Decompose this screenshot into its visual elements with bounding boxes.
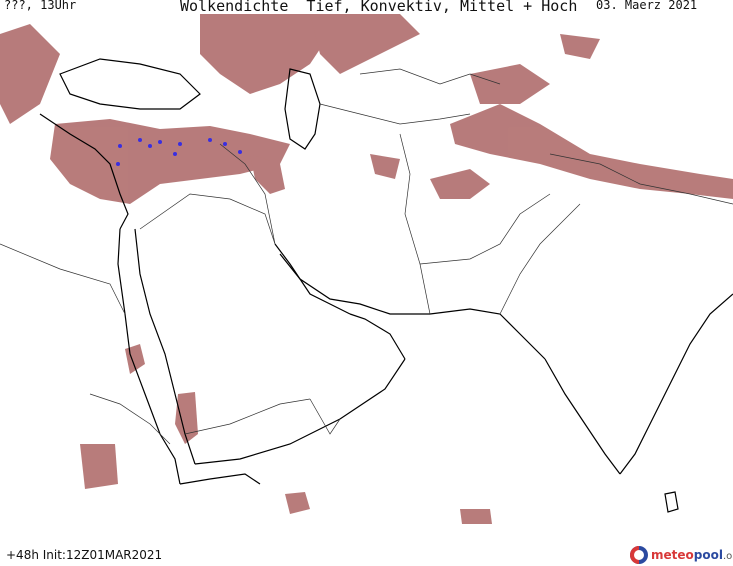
coast-black-sea — [59, 58, 201, 110]
coast-mediterranean-east — [39, 113, 129, 230]
top-left-label: ???, 13Uhr — [4, 0, 77, 12]
border-iran-iraq — [219, 143, 276, 245]
weather-map — [0, 14, 733, 526]
convective-cell — [148, 144, 152, 148]
convective-cell — [223, 142, 227, 146]
cloud-patch-somalia — [285, 492, 310, 514]
logo-text-pool: pool — [693, 548, 723, 562]
logo-text-meteo: meteo — [651, 548, 694, 562]
convective-cell — [178, 142, 182, 146]
coast-caspian — [284, 68, 321, 150]
border-yemen-saudi — [184, 398, 311, 435]
coast-gulf-oman — [349, 313, 406, 360]
cloud-patch-pamir — [470, 64, 550, 104]
border-saudi-iraq — [139, 193, 276, 245]
convective-cell — [158, 140, 162, 144]
border-china — [549, 153, 733, 205]
coast-red-sea-west — [117, 228, 181, 485]
cloud-patch-north — [200, 14, 330, 94]
meteopool-logo-icon — [630, 546, 648, 564]
cloud-layer — [0, 14, 733, 524]
convective-cell — [138, 138, 142, 142]
meteopool-logo[interactable]: meteopool.org — [630, 545, 733, 565]
logo-text-tld: .org — [722, 551, 733, 562]
coast-horn-africa — [179, 473, 261, 485]
border-afghan-pak — [419, 193, 551, 265]
coast-arabia-south — [194, 358, 406, 465]
cloud-patch-africa — [80, 444, 118, 489]
forecast-date: 03. Maerz 2021 — [596, 0, 698, 12]
cloud-patch-yemen — [175, 392, 198, 444]
map-background — [0, 14, 733, 526]
cloud-patch-caspian — [310, 14, 420, 74]
coast-iran-gulf — [279, 253, 430, 315]
border-central-asia — [359, 68, 501, 85]
convective-layer — [116, 138, 242, 166]
cloud-patch-ocean — [460, 509, 492, 524]
chart-title: Wolkendichte Tief, Konvektiv, Mittel + H… — [180, 0, 578, 15]
border-sudan-ethiopia — [89, 393, 171, 445]
cloud-patch-afghan — [430, 169, 490, 199]
run-info: +48h Init:12Z01MAR2021 — [6, 548, 163, 562]
border-egypt — [0, 243, 126, 315]
meteopool-logo-text: meteopool.org — [651, 548, 733, 562]
coast-india-west — [544, 358, 621, 475]
convective-cell — [238, 150, 242, 154]
borders — [0, 68, 733, 445]
cloud-patch-turkey — [50, 119, 290, 204]
coast-india-east — [619, 293, 733, 475]
convective-cell — [118, 144, 122, 148]
border-pak-india — [499, 203, 581, 315]
cloud-patch-northwest — [0, 24, 60, 124]
convective-cell — [208, 138, 212, 142]
coast-persian-gulf — [274, 243, 351, 315]
border-oman — [309, 398, 341, 435]
cloud-patch-far-ne — [560, 34, 600, 59]
border-iran-afghan — [399, 133, 431, 315]
cloud-patch-himalaya — [450, 104, 733, 199]
cloud-patch-iran — [370, 154, 400, 179]
convective-cell — [173, 152, 177, 156]
cloud-patch-zagros — [250, 154, 285, 194]
border-turkmen — [319, 103, 471, 125]
coast-sri-lanka — [664, 491, 679, 513]
convective-cell — [116, 162, 120, 166]
